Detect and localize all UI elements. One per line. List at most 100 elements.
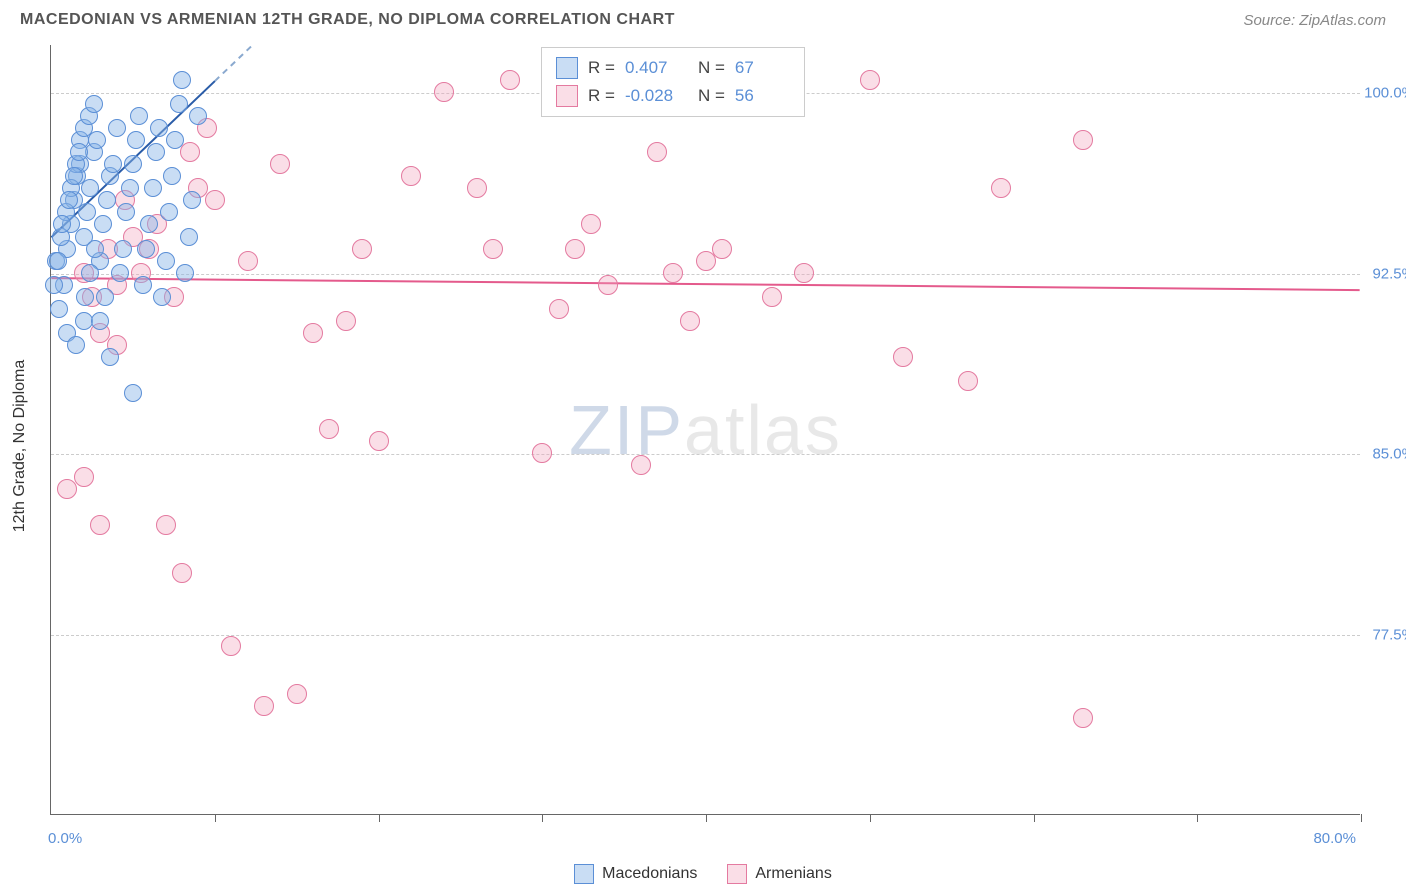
macedonians-point (183, 191, 201, 209)
macedonians-point (81, 264, 99, 282)
armenians-point (287, 684, 307, 704)
macedonians-point (176, 264, 194, 282)
armenians-point (598, 275, 618, 295)
macedonians-point (144, 179, 162, 197)
y-tick-label: 77.5% (1372, 626, 1406, 643)
macedonians-point (70, 143, 88, 161)
macedonians-point (49, 252, 67, 270)
macedonians-point (114, 240, 132, 258)
macedonians-point (98, 191, 116, 209)
armenians-point (401, 166, 421, 186)
macedonians-point (91, 312, 109, 330)
chart-header: MACEDONIAN VS ARMENIAN 12TH GRADE, NO DI… (0, 0, 1406, 40)
macedonians-point (189, 107, 207, 125)
macedonians-point (163, 167, 181, 185)
x-tick (1361, 814, 1362, 822)
armenians-point (270, 154, 290, 174)
macedonians-point (60, 191, 78, 209)
swatch-armenians-icon (556, 85, 578, 107)
armenians-point (434, 82, 454, 102)
armenians-point (762, 287, 782, 307)
watermark-zip: ZIP (569, 391, 684, 469)
y-tick-label: 100.0% (1364, 85, 1406, 102)
macedonians-point (166, 131, 184, 149)
armenians-point (180, 142, 200, 162)
n-label: N = (698, 58, 725, 78)
n-value-armenians: 56 (735, 86, 790, 106)
legend-swatch-macedonians-icon (574, 864, 594, 884)
r-label: R = (588, 86, 615, 106)
macedonians-point (127, 131, 145, 149)
armenians-point (221, 636, 241, 656)
y-tick-label: 85.0% (1372, 446, 1406, 463)
macedonians-point (86, 240, 104, 258)
macedonians-point (45, 276, 63, 294)
armenians-point (500, 70, 520, 90)
gridline (51, 274, 1360, 275)
macedonians-point (147, 143, 165, 161)
armenians-point (680, 311, 700, 331)
macedonians-point (124, 384, 142, 402)
r-value-armenians: -0.028 (625, 86, 680, 106)
gridline (51, 454, 1360, 455)
stats-box: R = 0.407 N = 67 R = -0.028 N = 56 (541, 47, 805, 117)
x-tick (870, 814, 871, 822)
macedonians-point (130, 107, 148, 125)
macedonians-point (134, 276, 152, 294)
armenians-point (712, 239, 732, 259)
swatch-macedonians-icon (556, 57, 578, 79)
armenians-point (90, 515, 110, 535)
macedonians-point (160, 203, 178, 221)
stats-row-macedonians: R = 0.407 N = 67 (556, 54, 790, 82)
gridline (51, 635, 1360, 636)
armenians-point (631, 455, 651, 475)
armenians-point (57, 479, 77, 499)
macedonians-point (153, 288, 171, 306)
armenians-point (1073, 708, 1093, 728)
regression-lines (51, 45, 1360, 814)
armenians-point (303, 323, 323, 343)
macedonians-point (101, 348, 119, 366)
macedonians-point (137, 240, 155, 258)
stats-row-armenians: R = -0.028 N = 56 (556, 82, 790, 110)
r-value-macedonians: 0.407 (625, 58, 680, 78)
macedonians-point (81, 179, 99, 197)
legend: Macedonians Armenians (0, 864, 1406, 884)
armenians-point (483, 239, 503, 259)
y-axis-label: 12th Grade, No Diploma (11, 360, 29, 533)
chart-title: MACEDONIAN VS ARMENIAN 12TH GRADE, NO DI… (20, 11, 675, 29)
armenians-point (254, 696, 274, 716)
n-value-macedonians: 67 (735, 58, 790, 78)
y-tick-label: 92.5% (1372, 265, 1406, 282)
x-axis-min: 0.0% (48, 830, 82, 847)
armenians-point (794, 263, 814, 283)
macedonians-point (150, 119, 168, 137)
chart-source: Source: ZipAtlas.com (1243, 12, 1386, 29)
n-label: N = (698, 86, 725, 106)
x-axis-max: 80.0% (1313, 830, 1356, 847)
watermark: ZIPatlas (569, 390, 842, 470)
x-tick (1034, 814, 1035, 822)
legend-item-macedonians: Macedonians (574, 864, 697, 884)
armenians-point (663, 263, 683, 283)
macedonians-point (108, 119, 126, 137)
armenians-point (336, 311, 356, 331)
legend-label-armenians: Armenians (755, 865, 831, 883)
plot-area: ZIPatlas 77.5%85.0%92.5%100.0% R = 0.407… (50, 45, 1360, 815)
armenians-point (205, 190, 225, 210)
macedonians-point (75, 312, 93, 330)
x-tick (379, 814, 380, 822)
armenians-point (319, 419, 339, 439)
macedonians-point (104, 155, 122, 173)
armenians-point (647, 142, 667, 162)
legend-swatch-armenians-icon (727, 864, 747, 884)
armenians-point (1073, 130, 1093, 150)
macedonians-point (96, 288, 114, 306)
macedonians-point (121, 179, 139, 197)
armenians-point (74, 467, 94, 487)
armenians-point (156, 515, 176, 535)
x-tick (542, 814, 543, 822)
armenians-point (549, 299, 569, 319)
x-tick (1197, 814, 1198, 822)
macedonians-point (94, 215, 112, 233)
